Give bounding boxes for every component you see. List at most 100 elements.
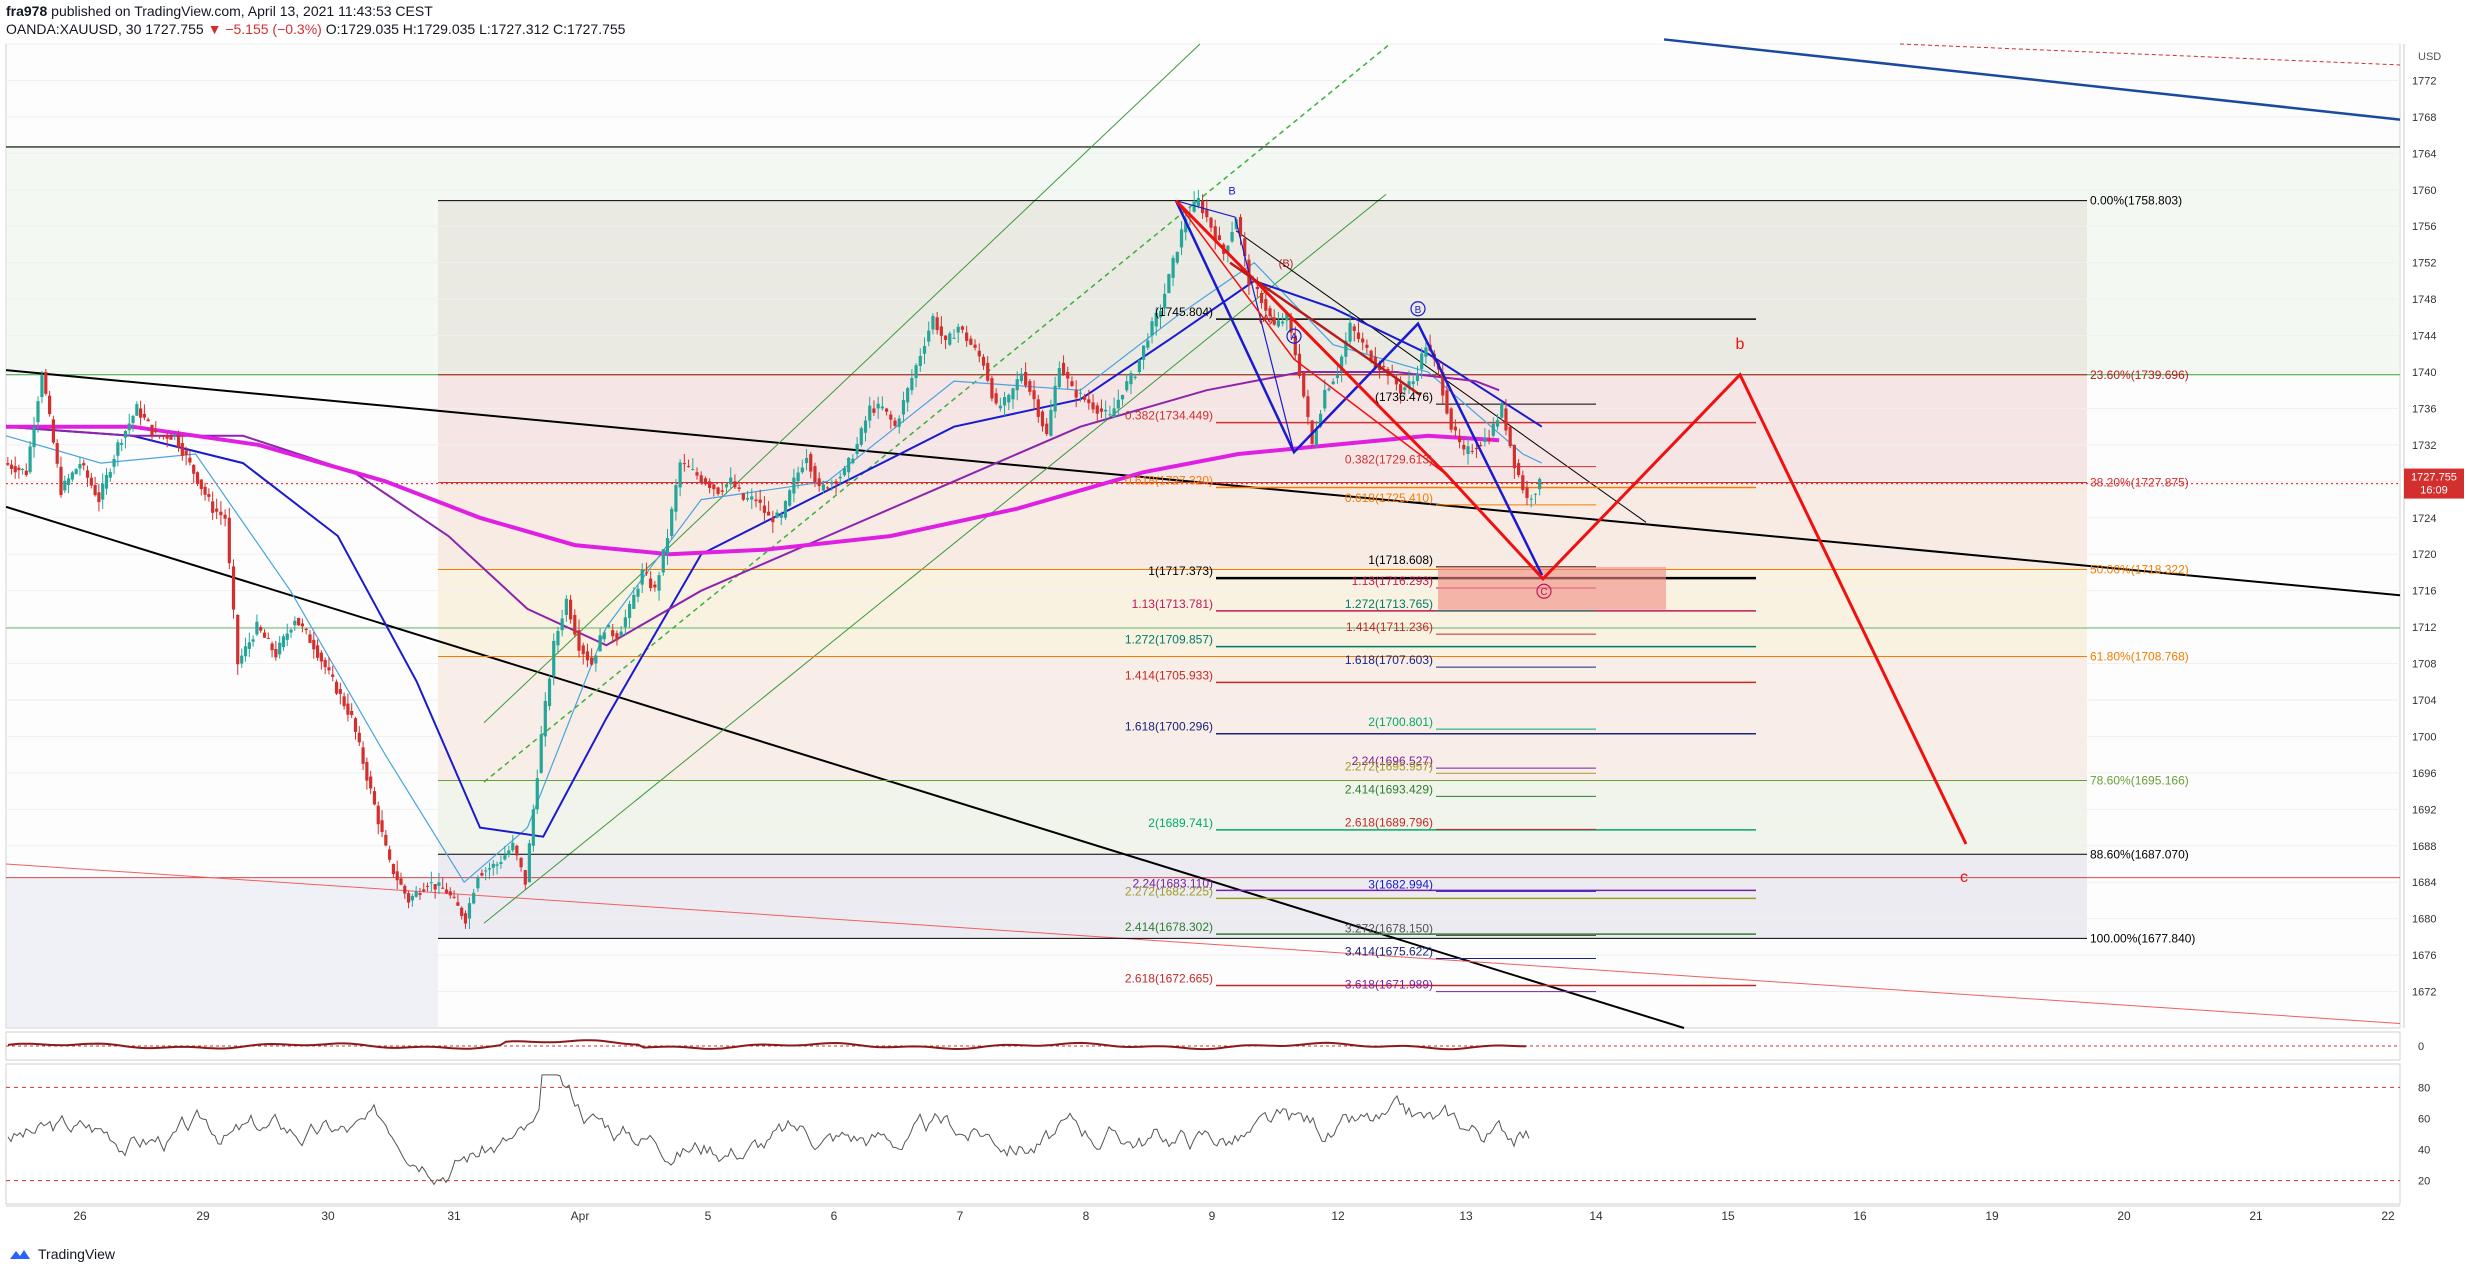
candle-body (830, 482, 834, 485)
fib-ext-left-label: 0.382(1734.449) (1125, 409, 1213, 423)
y-tick-label: 1708 (2412, 659, 2436, 671)
candle-body (410, 896, 414, 901)
candle-body (251, 639, 255, 642)
candle-body (255, 621, 259, 635)
candle-body (380, 820, 384, 833)
background-zones (5, 43, 2401, 1029)
trendline-blue (1663, 38, 2401, 121)
x-tick-label: 16 (1853, 1209, 1867, 1223)
countdown-label: 16:09 (2420, 485, 2448, 497)
candle-body (342, 696, 346, 707)
y-tick-label: 1676 (2412, 950, 2436, 962)
candle-body (636, 588, 640, 597)
candle-body (519, 857, 523, 868)
candle-body (403, 885, 407, 894)
candle-body (418, 893, 422, 895)
candle-body (547, 678, 552, 707)
publisher-name[interactable]: fra978 (6, 3, 48, 19)
rsi-line (7, 1074, 1530, 1186)
candle-body (535, 778, 539, 810)
candle-body (531, 809, 535, 846)
candle-body (560, 618, 564, 631)
x-tick-label: 22 (2381, 1209, 2395, 1223)
candle-body (176, 435, 181, 448)
candle-body (1045, 423, 1049, 435)
wave-label: C (1540, 587, 1547, 598)
candle-body (1483, 437, 1487, 442)
candle-body (796, 472, 800, 482)
tradingview-logo[interactable]: TradingView (8, 1246, 115, 1262)
candle-body (161, 435, 165, 437)
candle-body (682, 463, 686, 465)
candle-body (1028, 381, 1032, 392)
candle-body (1403, 387, 1407, 391)
candle-body (1243, 238, 1247, 257)
candle-body (914, 365, 918, 379)
candle-body (1352, 326, 1356, 331)
price-chart[interactable]: A B C (A) (B) Bb c 0.00%(1758.803) 23.60%(1739.… (0, 0, 2468, 1238)
candle-body (180, 443, 184, 456)
candle-body (395, 871, 399, 881)
candle-body (1449, 408, 1453, 430)
candle-body (507, 850, 511, 855)
ma-200 (6, 424, 1500, 557)
candle-body (935, 317, 939, 331)
candle-body (948, 333, 952, 345)
candle-body (665, 538, 670, 555)
candle-body (1158, 310, 1163, 318)
candle-body (1331, 381, 1335, 385)
last-price-label: 1727.755 (2411, 472, 2457, 484)
candle-body (910, 378, 914, 391)
candle-body (918, 356, 922, 366)
candle-body (729, 477, 733, 485)
candle-body (1053, 385, 1057, 412)
candle-body (240, 655, 244, 664)
projection-red-2 (1175, 200, 1448, 476)
candle-body (754, 499, 758, 502)
x-tick-label: 26 (73, 1209, 87, 1223)
candle-body (868, 405, 872, 421)
candle-body (1525, 487, 1529, 499)
y-tick-label: 1772 (2412, 75, 2436, 87)
candle-body (20, 468, 25, 470)
candle-body (678, 462, 682, 488)
candle-body (266, 638, 270, 640)
fib-ext-right-label: 3.414(1675.622) (1345, 945, 1433, 959)
candle-body (1184, 218, 1188, 233)
price-axis[interactable]: USD 1672 1676 1680 1684 1688 1692 1696 1700 1704 1… (2403, 44, 2464, 1028)
candle-body (1116, 399, 1120, 409)
candle-body (1453, 426, 1457, 431)
candle-body (855, 444, 859, 454)
candle-body (733, 481, 737, 488)
candle-body (150, 424, 154, 435)
candle-body (388, 849, 392, 860)
symbol-name[interactable]: OANDA:XAUUSD, 30 (6, 21, 142, 37)
candle-body (611, 630, 615, 637)
fib-ext-right-label: 3(1682.994) (1368, 877, 1433, 891)
fib-ext-left-label: 2(1689.741) (1148, 816, 1213, 830)
candle-body (135, 404, 139, 416)
time-axis[interactable]: 26 29 30 31 Apr 5 6 7 8 9 12 13 14 15 16 19 20 21 22 (6, 1205, 2400, 1223)
zone-blue (6, 877, 438, 1028)
candle-body (131, 416, 135, 424)
candle-body (1512, 444, 1516, 469)
candle-body (872, 408, 876, 413)
candle-body (1399, 384, 1403, 394)
fib-label: 23.60%(1739.696) (2090, 368, 2189, 382)
fib-ext-left-label: (1745.804) (1155, 305, 1213, 319)
candle-body (552, 640, 556, 676)
candle-body (1150, 321, 1154, 336)
candle-body (1390, 372, 1394, 374)
candle-body (653, 584, 657, 588)
candle-body (97, 492, 101, 503)
candle-body (414, 891, 418, 897)
fib-ext-right-label: 2.272(1695.957) (1345, 759, 1433, 773)
candle-body (851, 458, 855, 464)
candle-body (838, 476, 842, 479)
candle-body (1120, 394, 1125, 400)
candle-body (627, 603, 632, 618)
candle-body (1470, 450, 1474, 452)
publisher-line: fra978 published on TradingView.com, Apr… (6, 3, 433, 19)
candle-body (1074, 390, 1078, 398)
candle-body (215, 508, 219, 512)
